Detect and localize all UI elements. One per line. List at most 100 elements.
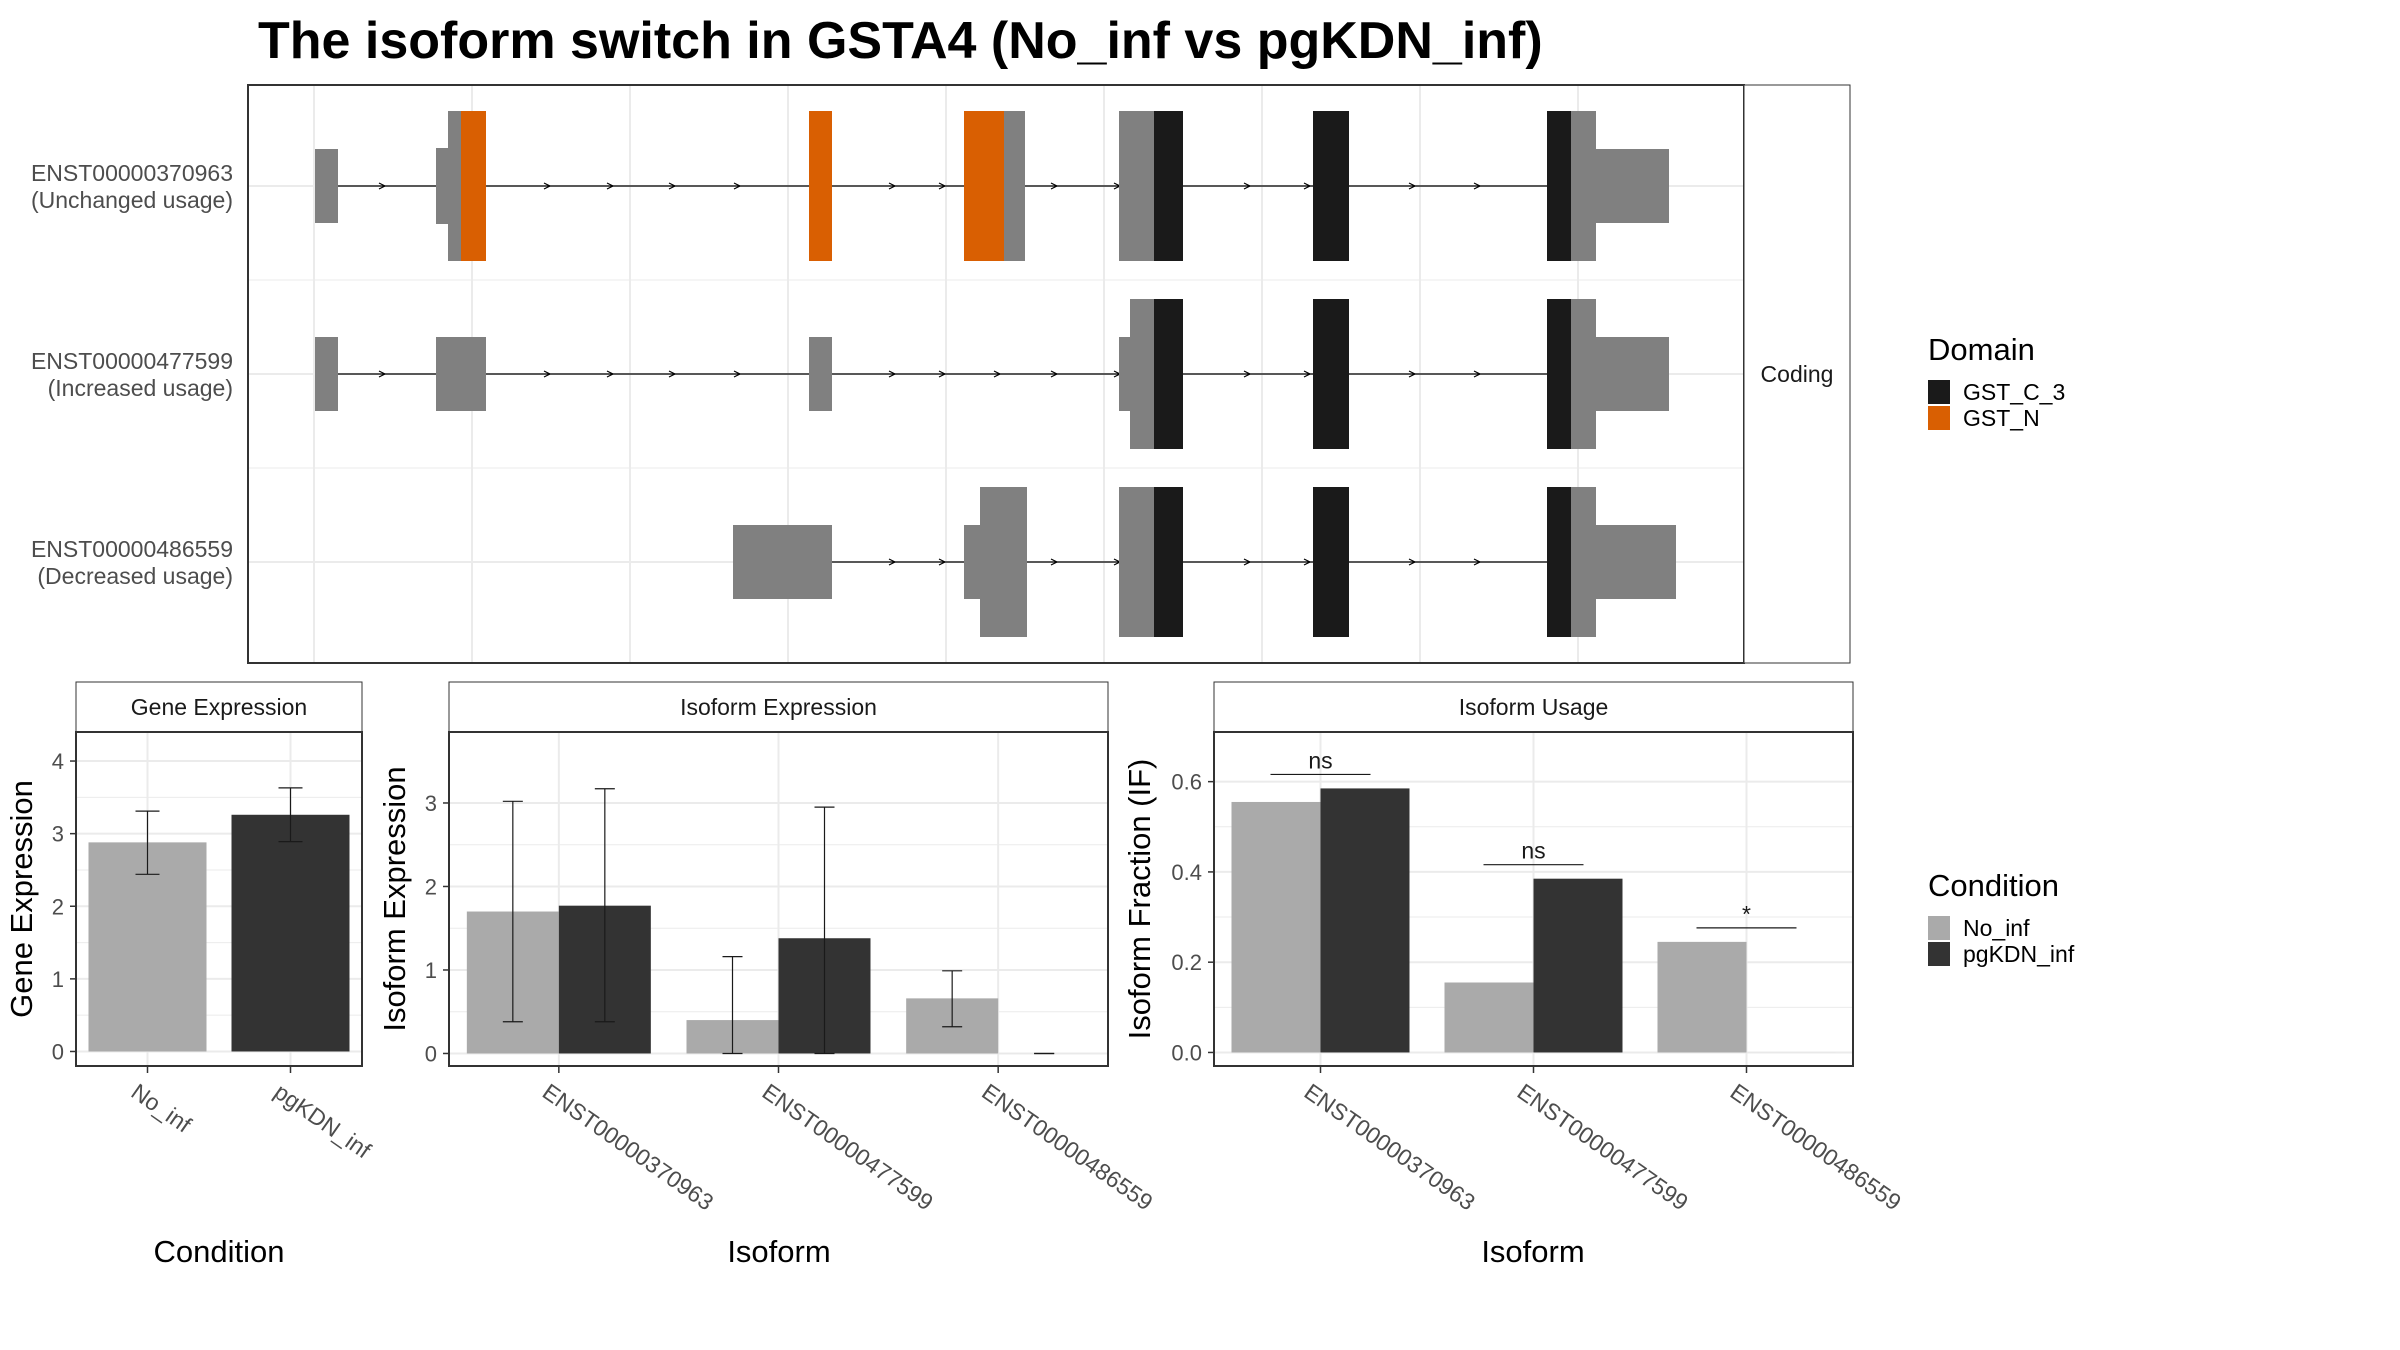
isoform-usage-2: (Increased usage) [48, 375, 233, 401]
isoform-label-1: ENST00000370963 [31, 160, 233, 186]
exon-block-1-13 [1596, 149, 1669, 223]
legend-swatch-no-inf [1928, 916, 1950, 940]
exon-block-3-7 [1547, 487, 1571, 637]
intron-arrow-2-1 [378, 370, 387, 378]
exon-block-2-8 [1547, 299, 1571, 449]
strip-label: Isoform Usage [1459, 694, 1609, 720]
legend-label-gst-n: GST_N [1963, 405, 2040, 431]
exon-block-3-6 [1313, 487, 1349, 637]
intron-arrow-1-13 [1408, 182, 1417, 190]
intron-arrow-2-4 [606, 370, 615, 378]
exon-block-3-1 [733, 525, 832, 599]
intron-arrow-1-11 [1243, 182, 1252, 190]
y-tick-label-3: 2 [52, 894, 64, 919]
exon-block-2-1 [315, 337, 338, 411]
exon-block-1-1 [315, 149, 338, 223]
x-tick-label-1: ENST00000370963 [538, 1078, 718, 1215]
x-axis-label: Isoform [727, 1234, 830, 1269]
exon-block-2-9 [1571, 299, 1596, 449]
domain-legend-title: Domain [1928, 332, 2035, 367]
isoform-usage-3: (Decreased usage) [37, 563, 233, 589]
intron-arrow-3-6 [1303, 558, 1312, 566]
y-tick-label-1: 0.0 [1171, 1040, 1202, 1065]
exon-block-2-3 [809, 337, 832, 411]
x-axis-label: Condition [154, 1234, 285, 1269]
x-tick-label-3: ENST00000486559 [1726, 1078, 1906, 1215]
isoform-label-3: ENST00000486559 [31, 536, 233, 562]
exon-block-3-9 [1596, 525, 1676, 599]
x-tick-label-1: ENST00000370963 [1300, 1078, 1480, 1215]
y-axis-label: Isoform Fraction (IF) [1122, 759, 1157, 1040]
exon-block-3-5 [1154, 487, 1183, 637]
condition-legend-title: Condition [1928, 868, 2059, 903]
domain-legend: Domain GST_C_3 GST_N [1928, 332, 2065, 431]
exon-block-1-5 [809, 111, 832, 261]
exon-block-3-4 [1119, 487, 1154, 637]
bar-pgkdn_inf-1 [1320, 788, 1410, 1053]
condition-legend: Condition No_inf pgKDN_inf [1928, 868, 2075, 967]
strip-label: Isoform Expression [680, 694, 877, 720]
intron-arrow-1-5 [668, 182, 677, 190]
bar-no_inf-3 [1657, 941, 1747, 1053]
y-tick-label-2: 0.2 [1171, 950, 1202, 975]
significance-label-1: ns [1308, 747, 1332, 773]
bar-cond-2 [231, 814, 350, 1052]
exon-block-1-4 [461, 111, 486, 261]
y-tick-label-4: 0.6 [1171, 770, 1202, 795]
strip-header [448, 681, 1109, 733]
exon-block-1-6 [964, 111, 1004, 261]
y-tick-label-5: 4 [52, 749, 64, 774]
gene-expression-panel: Gene Expression 0 1 2 3 4 No_inf pgKDN_inf Condi… [4, 681, 376, 1269]
plot-border [448, 731, 1109, 1067]
exon-block-3-3 [980, 487, 1027, 637]
intron-arrow-1-4 [606, 182, 615, 190]
y-axis-label: Gene Expression [4, 780, 39, 1018]
intron-arrow-2-8 [938, 370, 947, 378]
isoform-expression-panel: Isoform Expression 0 1 2 3 ENST00000370963 ENS… [377, 681, 1158, 1269]
legend-swatch-gst-n [1928, 406, 1950, 430]
plot-border [1213, 731, 1854, 1067]
intron-arrow-3-1 [888, 558, 897, 566]
exon-block-1-10 [1313, 111, 1349, 261]
intron-arrow-2-6 [733, 370, 742, 378]
intron-arrow-1-12 [1303, 182, 1312, 190]
bar-no_inf-1 [1231, 801, 1321, 1053]
exon-block-1-11 [1547, 111, 1571, 261]
legend-label-pgkdn-inf: pgKDN_inf [1963, 941, 2075, 967]
y-axis-label: Isoform Expression [377, 766, 412, 1031]
gene-structure-content [315, 111, 1676, 637]
intron-arrow-1-3 [543, 182, 552, 190]
x-tick-label-3: ENST00000486559 [977, 1078, 1157, 1215]
legend-label-gst-c-3: GST_C_3 [1963, 379, 2065, 405]
intron-arrow-2-12 [1243, 370, 1252, 378]
exon-block-1-2 [436, 148, 448, 224]
intron-arrow-2-9 [993, 370, 1002, 378]
y-tick-label-4: 3 [52, 822, 64, 847]
y-tick-label-1: 0 [425, 1041, 437, 1066]
y-tick-label-2: 1 [52, 967, 64, 992]
exon-block-2-5 [1130, 299, 1154, 449]
exon-block-2-10 [1596, 337, 1669, 411]
intron-arrow-2-3 [543, 370, 552, 378]
exon-block-2-2 [436, 337, 486, 411]
intron-arrow-2-15 [1473, 370, 1482, 378]
figure-title: The isoform switch in GSTA4 (No_inf vs p… [258, 12, 1543, 70]
exon-block-2-7 [1313, 299, 1349, 449]
intron-arrow-1-14 [1473, 182, 1482, 190]
intron-arrow-3-3 [1050, 558, 1059, 566]
legend-label-no-inf: No_inf [1963, 915, 2030, 941]
intron-arrow-2-7 [888, 370, 897, 378]
y-tick-label-2: 1 [425, 958, 437, 983]
intron-arrow-3-8 [1473, 558, 1482, 566]
isoform-label-2: ENST00000477599 [31, 348, 233, 374]
intron-arrow-1-7 [888, 182, 897, 190]
legend-swatch-gst-c-3 [1928, 380, 1950, 404]
exon-block-1-7 [1004, 111, 1025, 261]
intron-arrow-1-1 [378, 182, 387, 190]
y-tick-label-4: 3 [425, 791, 437, 816]
y-tick-label-3: 0.4 [1171, 860, 1202, 885]
strip-header [75, 681, 363, 733]
x-tick-label-2: ENST00000477599 [1513, 1078, 1693, 1215]
intron-arrow-1-9 [1050, 182, 1059, 190]
y-tick-label-1: 0 [52, 1039, 64, 1064]
